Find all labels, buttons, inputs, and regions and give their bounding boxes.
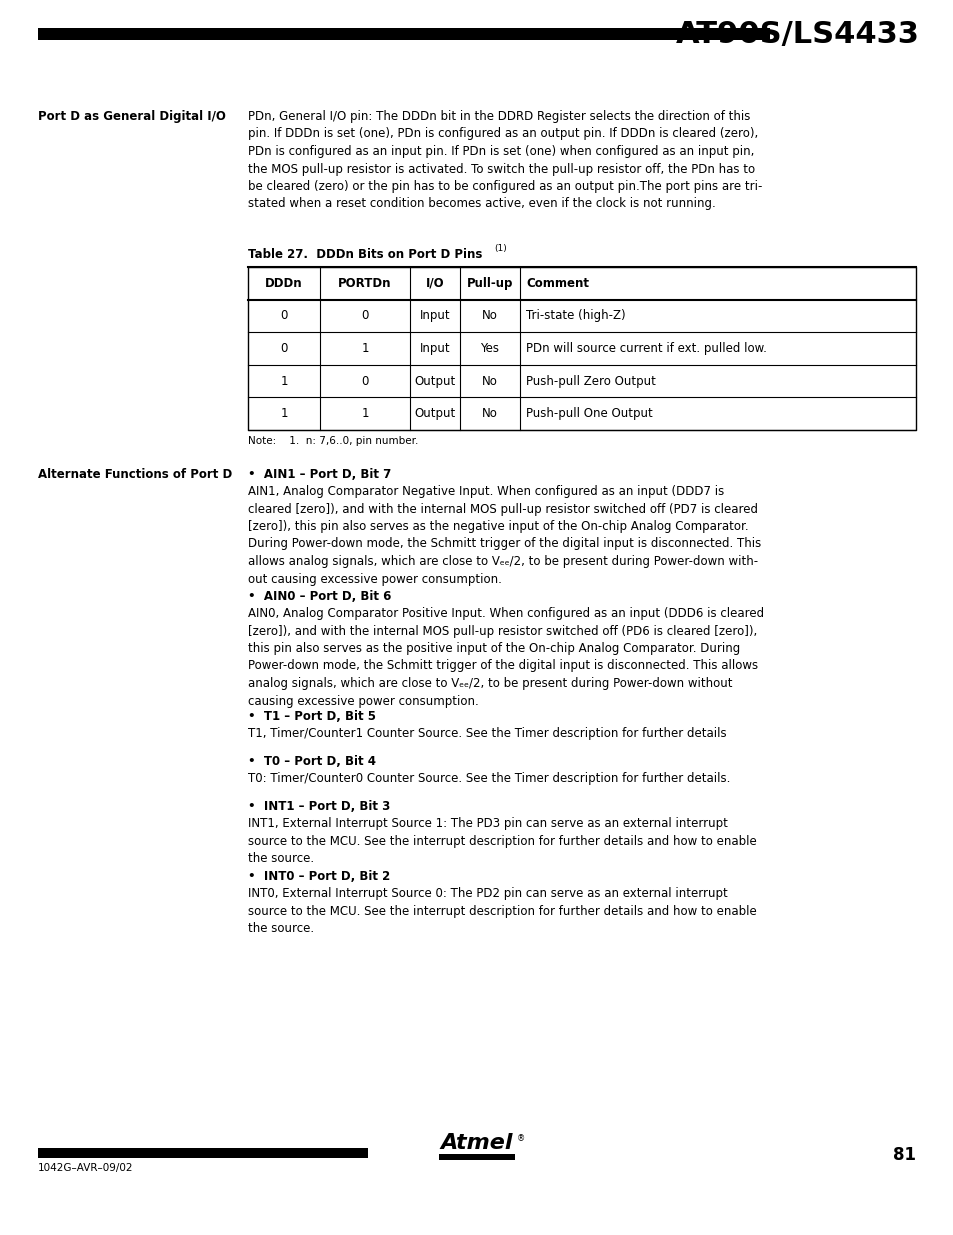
Text: PORTDn: PORTDn [338,277,392,290]
Text: 0: 0 [361,310,368,322]
Text: No: No [481,408,497,420]
Bar [38,28,769,40]
Text: Atmel: Atmel [440,1132,513,1153]
Text: Port D as General Digital I/O: Port D as General Digital I/O [38,110,226,124]
Text: T0: Timer/Counter0 Counter Source. See the Timer description for further details: T0: Timer/Counter0 Counter Source. See t… [248,772,730,785]
Text: 1: 1 [280,408,288,420]
Text: Input: Input [419,310,450,322]
Text: (1): (1) [494,245,506,253]
Text: Alternate Functions of Port D: Alternate Functions of Port D [38,468,232,480]
Text: ®: ® [517,1134,525,1144]
Text: PDn will source current if ext. pulled low.: PDn will source current if ext. pulled l… [525,342,766,354]
Text: 0: 0 [280,310,288,322]
Text: Note:    1.  n: 7,6..0, pin number.: Note: 1. n: 7,6..0, pin number. [248,436,418,446]
Text: Yes: Yes [480,342,499,354]
Text: Input: Input [419,342,450,354]
Text: •  T0 – Port D, Bit 4: • T0 – Port D, Bit 4 [248,755,375,768]
Text: I/O: I/O [425,277,444,290]
Text: AIN1, Analog Comparator Negative Input. When configured as an input (DDD7 is
cle: AIN1, Analog Comparator Negative Input. … [248,485,760,585]
Text: 81: 81 [892,1146,915,1165]
Text: Pull-up: Pull-up [466,277,513,290]
Bar [38,1149,368,1158]
Text: AIN0, Analog Comparator Positive Input. When configured as an input (DDD6 is cle: AIN0, Analog Comparator Positive Input. … [248,606,763,708]
Text: 0: 0 [280,342,288,354]
Text: INT0, External Interrupt Source 0: The PD2 pin can serve as an external interrup: INT0, External Interrupt Source 0: The P… [248,887,756,935]
Bar [438,1153,515,1160]
Text: Output: Output [414,408,456,420]
Text: No: No [481,310,497,322]
Bar [248,267,915,430]
Text: 1: 1 [361,408,369,420]
Text: AT90S/LS4433: AT90S/LS4433 [676,20,919,48]
Text: 1: 1 [280,374,288,388]
Text: Output: Output [414,374,456,388]
Text: 1042G–AVR–09/02: 1042G–AVR–09/02 [38,1163,133,1173]
Text: •  INT0 – Port D, Bit 2: • INT0 – Port D, Bit 2 [248,869,390,883]
Text: No: No [481,374,497,388]
Text: Table 27.  DDDn Bits on Port D Pins: Table 27. DDDn Bits on Port D Pins [248,248,482,261]
Text: Tri-state (high-Z): Tri-state (high-Z) [525,310,625,322]
Text: INT1, External Interrupt Source 1: The PD3 pin can serve as an external interrup: INT1, External Interrupt Source 1: The P… [248,818,756,864]
Text: •  T1 – Port D, Bit 5: • T1 – Port D, Bit 5 [248,710,375,722]
Text: DDDn: DDDn [265,277,302,290]
Text: T1, Timer/Counter1 Counter Source. See the Timer description for further details: T1, Timer/Counter1 Counter Source. See t… [248,727,726,740]
Text: Push-pull One Output: Push-pull One Output [525,408,652,420]
Text: Comment: Comment [525,277,588,290]
Text: •  AIN0 – Port D, Bit 6: • AIN0 – Port D, Bit 6 [248,590,391,603]
Text: 0: 0 [361,374,368,388]
Text: Push-pull Zero Output: Push-pull Zero Output [525,374,655,388]
Text: •  AIN1 – Port D, Bit 7: • AIN1 – Port D, Bit 7 [248,468,391,480]
Text: PDn, General I/O pin: The DDDn bit in the DDRD Register selects the direction of: PDn, General I/O pin: The DDDn bit in th… [248,110,761,210]
Text: •  INT1 – Port D, Bit 3: • INT1 – Port D, Bit 3 [248,800,390,813]
Text: 1: 1 [361,342,369,354]
